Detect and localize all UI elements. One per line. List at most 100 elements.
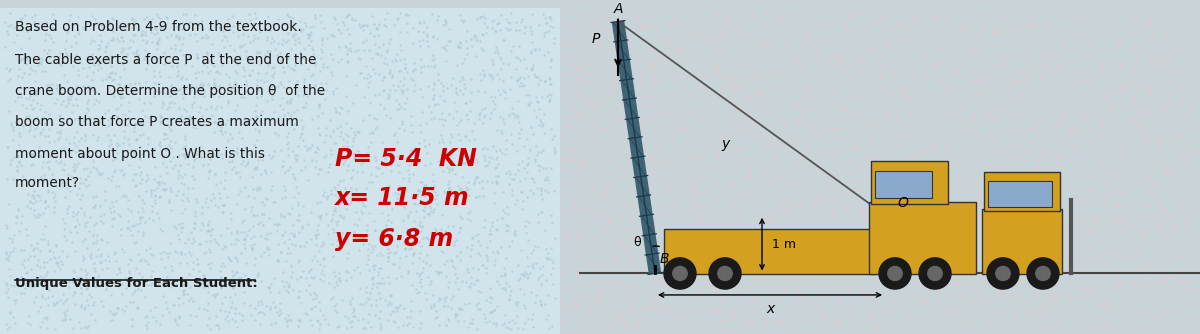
Point: [230, 19, 250, 25]
Point: [487, 47, 506, 52]
Point: [205, 203, 224, 208]
Point: [810, 313, 829, 318]
Point: [199, 315, 218, 321]
Point: [190, 120, 209, 125]
Point: [84, 232, 103, 237]
Point: [882, 30, 901, 35]
Point: [1040, 94, 1060, 100]
Point: [748, 297, 767, 303]
Point: [902, 215, 922, 220]
Point: [95, 188, 114, 194]
Point: [764, 318, 784, 323]
Point: [0, 78, 18, 84]
Point: [791, 262, 810, 268]
Point: [409, 222, 428, 228]
Point: [197, 195, 216, 200]
Point: [512, 159, 532, 164]
Point: [182, 101, 202, 107]
Point: [175, 241, 194, 246]
Point: [587, 146, 606, 152]
Point: [569, 89, 588, 94]
Point: [793, 137, 812, 142]
Point: [89, 46, 108, 52]
Point: [1038, 234, 1057, 239]
Point: [406, 149, 425, 154]
Circle shape: [928, 267, 942, 281]
Point: [127, 304, 146, 310]
Point: [985, 137, 1004, 143]
Point: [744, 70, 763, 75]
Point: [50, 101, 70, 107]
Point: [482, 19, 502, 24]
Point: [510, 130, 529, 136]
Point: [1032, 249, 1051, 255]
Point: [817, 140, 836, 145]
Point: [214, 29, 233, 34]
Point: [174, 36, 193, 41]
Point: [613, 81, 632, 87]
Point: [366, 302, 385, 307]
Point: [194, 273, 214, 279]
Point: [172, 250, 191, 255]
Point: [143, 269, 162, 274]
Point: [754, 72, 773, 78]
Point: [659, 282, 678, 287]
Point: [563, 181, 582, 186]
Point: [815, 85, 834, 90]
Point: [1039, 19, 1058, 24]
Point: [606, 68, 625, 73]
Point: [604, 45, 623, 51]
Point: [516, 218, 535, 223]
Point: [294, 55, 313, 60]
Point: [913, 246, 932, 252]
Point: [845, 142, 864, 148]
Point: [32, 68, 52, 73]
Point: [646, 103, 665, 108]
Point: [812, 115, 832, 120]
Point: [454, 19, 473, 25]
Point: [665, 192, 684, 197]
Point: [400, 246, 419, 251]
Point: [348, 56, 367, 61]
Point: [506, 67, 526, 72]
Point: [558, 42, 577, 48]
Point: [742, 95, 761, 100]
Point: [1174, 12, 1193, 17]
Point: [502, 131, 521, 137]
Point: [317, 152, 336, 158]
Point: [791, 112, 810, 118]
Point: [754, 139, 773, 144]
Point: [628, 271, 647, 276]
Point: [913, 271, 932, 276]
Point: [138, 23, 157, 29]
Point: [359, 246, 378, 252]
Point: [132, 33, 151, 38]
Point: [157, 34, 176, 40]
Point: [840, 287, 859, 292]
Point: [529, 149, 548, 155]
Point: [234, 64, 253, 69]
Point: [211, 104, 230, 110]
Point: [485, 50, 504, 55]
Point: [212, 132, 232, 137]
Point: [418, 150, 437, 156]
Point: [1146, 127, 1165, 132]
Point: [1026, 41, 1045, 47]
Point: [952, 23, 971, 28]
Point: [181, 322, 200, 327]
Point: [859, 171, 878, 177]
Point: [307, 145, 326, 150]
Point: [301, 236, 320, 241]
Point: [61, 43, 80, 48]
Point: [701, 208, 720, 214]
Point: [686, 59, 706, 65]
Point: [137, 247, 156, 253]
Point: [1154, 106, 1174, 111]
Point: [697, 146, 716, 151]
Point: [64, 326, 83, 331]
Point: [31, 132, 50, 137]
Point: [468, 267, 487, 272]
Point: [755, 111, 774, 117]
Point: [1157, 34, 1176, 39]
Point: [521, 125, 540, 130]
